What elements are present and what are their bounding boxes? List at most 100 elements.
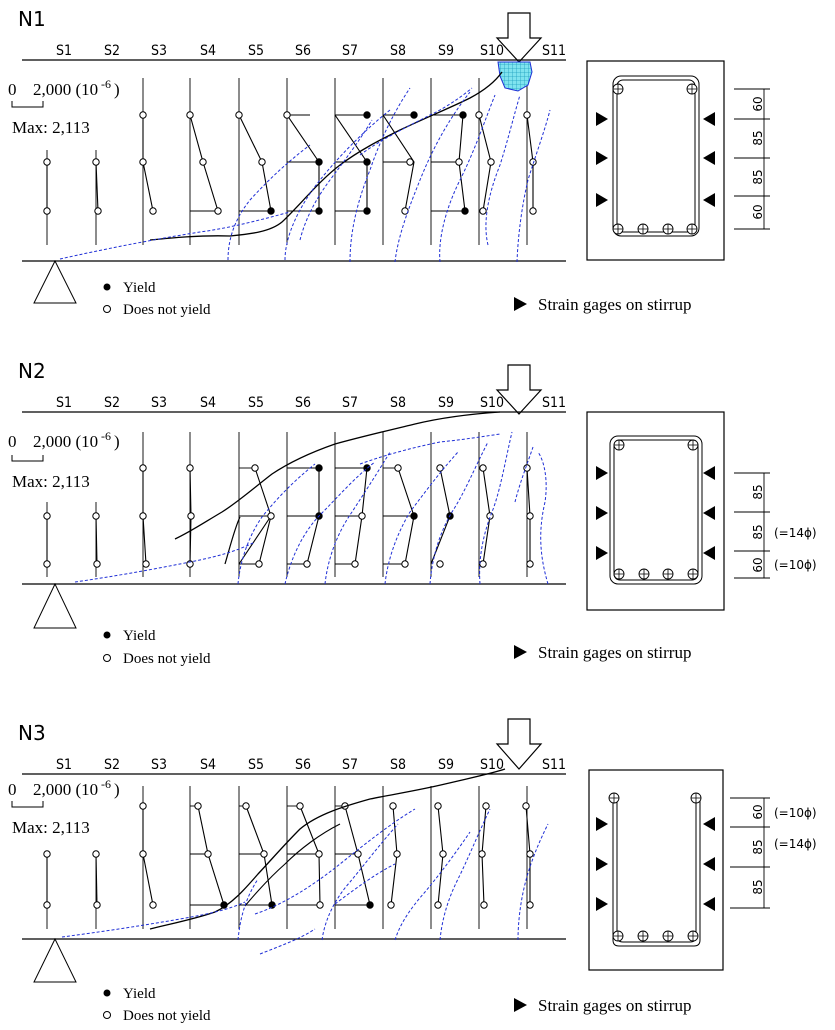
- main-crack: [174, 411, 501, 540]
- stirrup-labels: S1 S2 S3 S4 S5 S6 S7 S8 S9 S10 S11: [56, 43, 566, 59]
- dimension-labels: 60 85 85 60: [751, 96, 765, 219]
- stirrup-label-s7: S7: [342, 395, 358, 411]
- blue-cracks: [74, 431, 549, 585]
- scale-bar: [11, 455, 44, 462]
- legend-not-yield: Does not yield: [123, 302, 211, 318]
- yield-marker-icon: [103, 631, 111, 639]
- scale-zero: 0: [8, 780, 17, 799]
- dim-note-2: (=14ϕ): [774, 837, 817, 851]
- gages-note: Strain gages on stirrup: [538, 295, 691, 314]
- scale-exponent: -6: [101, 777, 111, 791]
- strain-gage-marker-icon: [514, 998, 527, 1012]
- gauge-ticks: [239, 467, 414, 565]
- stirrup-label-s2: S2: [104, 395, 120, 411]
- panel-title: N2: [18, 359, 46, 383]
- support-triangle-icon: [33, 259, 77, 304]
- dim-1: 85: [751, 484, 765, 499]
- dim-2: 85: [751, 839, 765, 854]
- scale-value: 2,000 (10: [33, 80, 98, 99]
- dim-2: 85: [751, 524, 765, 539]
- legend-yield: Yield: [123, 628, 156, 644]
- legend: Yield Does not yield: [103, 628, 211, 667]
- main-crack: [149, 768, 506, 930]
- stirrup-label-s11: S11: [542, 757, 566, 773]
- stirrup-label-s1: S1: [56, 395, 72, 411]
- load-arrow-icon: [495, 364, 543, 415]
- scale-exponent: -6: [101, 429, 111, 443]
- strain-scale: 0 2,000 (10 -6 ) Max: 2,113: [8, 777, 120, 837]
- scale-zero: 0: [8, 432, 17, 451]
- strain-scale: 0 2,000 (10 -6 ) Max: 2,113: [8, 429, 120, 491]
- dimension-labels: 85 85 60 (=14ϕ) (=10ϕ): [751, 484, 817, 572]
- dimensions: [734, 472, 770, 579]
- dim-1: 60: [751, 804, 765, 819]
- stirrup-label-s6: S6: [295, 43, 311, 59]
- stirrup-label-s4: S4: [200, 43, 216, 59]
- dim-note-1: (=10ϕ): [774, 806, 817, 820]
- stirrup-label-s9: S9: [438, 757, 454, 773]
- dim-2: 85: [751, 130, 765, 145]
- panel-n1: N1 S1 S2 S3 S4 S5 S6 S7 S8 S9 S10 S11: [8, 7, 770, 318]
- legend-yield: Yield: [123, 986, 156, 1002]
- scale-zero: 0: [8, 80, 17, 99]
- crushed-zone: [497, 61, 533, 92]
- gages-note: Strain gages on stirrup: [538, 643, 691, 662]
- stirrup-label-s3: S3: [151, 43, 167, 59]
- scale-close: ): [114, 80, 120, 99]
- stirrup-label-s3: S3: [151, 395, 167, 411]
- gauge-ticks: [190, 114, 465, 212]
- dimensions: [730, 797, 770, 909]
- legend: Yield Does not yield: [103, 986, 211, 1024]
- not-yield-marker-icon: [103, 305, 111, 313]
- stirrup-label-s1: S1: [56, 43, 72, 59]
- dimension-labels: 60 85 85 (=10ϕ) (=14ϕ): [751, 804, 817, 894]
- panel-title: N3: [18, 721, 46, 745]
- not-yield-marker-icon: [103, 654, 111, 662]
- strain-profiles: [46, 805, 531, 906]
- load-arrow-icon: [495, 718, 543, 770]
- max-strain-label: Max: 2,113: [12, 472, 90, 491]
- strain-gage-marker-icon: [514, 645, 527, 659]
- stirrup-label-s11: S11: [542, 43, 566, 59]
- gauge-points: [43, 802, 534, 909]
- yield-marker-icon: [103, 283, 111, 291]
- stirrup-label-s8: S8: [390, 757, 406, 773]
- stirrup-lines: [46, 78, 528, 245]
- stirrup-label-s6: S6: [295, 757, 311, 773]
- stirrup-label-s10: S10: [480, 757, 504, 773]
- stirrup-label-s9: S9: [438, 395, 454, 411]
- scale-value: 2,000 (10: [33, 780, 98, 799]
- legend: Yield Does not yield: [103, 280, 211, 318]
- cross-section: [586, 60, 725, 261]
- stirrup-label-s7: S7: [342, 43, 358, 59]
- stirrup-label-s10: S10: [480, 395, 504, 411]
- stirrup-label-s4: S4: [200, 757, 216, 773]
- legend-yield: Yield: [123, 280, 156, 296]
- not-yield-marker-icon: [103, 1011, 111, 1019]
- stirrup-labels: S1 S2 S3 S4 S5 S6 S7 S8 S9 S10 S11: [56, 395, 566, 411]
- dim-note-3: (=10ϕ): [774, 558, 817, 572]
- dimensions: [734, 88, 770, 230]
- strain-gage-marker-icon: [514, 297, 527, 311]
- strain-scale: 0 2,000 (10 -6 ) Max: 2,113: [8, 77, 120, 137]
- scale-exponent: -6: [101, 77, 111, 91]
- stirrup-lines: [46, 432, 528, 577]
- stirrup-lines: [46, 786, 528, 929]
- stirrup-label-s5: S5: [248, 43, 264, 59]
- stirrup-label-s7: S7: [342, 757, 358, 773]
- blue-cracks: [59, 87, 551, 263]
- stirrup-label-s10: S10: [480, 43, 504, 59]
- stirrup-label-s8: S8: [390, 43, 406, 59]
- blue-cracks: [61, 808, 549, 955]
- dim-note-2: (=14ϕ): [774, 526, 817, 540]
- gauge-points: [43, 111, 537, 215]
- panel-n2: N2 S1 S2 S3 S4 S5 S6 S7 S8 S9 S10 S11: [8, 359, 817, 667]
- stirrup-label-s6: S6: [295, 395, 311, 411]
- dim-1: 60: [751, 96, 765, 111]
- stirrup-label-s2: S2: [104, 757, 120, 773]
- gages-note: Strain gages on stirrup: [538, 996, 691, 1015]
- stirrup-label-s1: S1: [56, 757, 72, 773]
- stirrup-label-s3: S3: [151, 757, 167, 773]
- stirrup-label-s2: S2: [104, 43, 120, 59]
